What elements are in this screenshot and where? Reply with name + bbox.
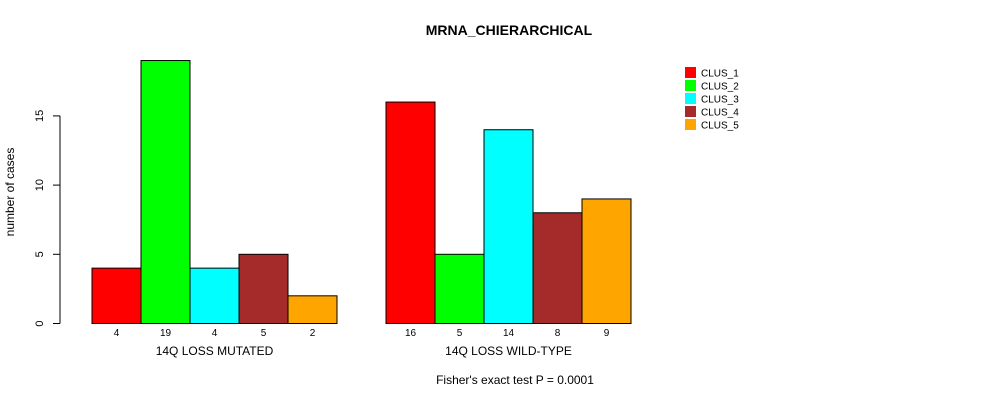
bar-clus-3 [483, 129, 534, 324]
bar-count-label: 2 [310, 328, 316, 339]
y-tick-label: 10 [34, 179, 46, 191]
legend-label: CLUS_1 [701, 69, 739, 80]
bar-clus-1 [385, 101, 436, 324]
legend: CLUS_1 CLUS_2 CLUS_3 CLUS_4 CLUS_5 [685, 67, 739, 132]
legend-swatch [685, 119, 696, 130]
chart-title: MRNA_CHIERARCHICAL [426, 22, 593, 38]
legend-swatch [685, 80, 696, 91]
bar-count-label: 19 [160, 328, 172, 339]
bar-count-label: 16 [405, 328, 417, 339]
bar-clus-2 [434, 253, 485, 324]
bar-count-label: 9 [604, 328, 610, 339]
legend-label: CLUS_5 [701, 121, 739, 132]
bar-count-label: 5 [457, 328, 463, 339]
group-label: 14Q LOSS MUTATED [156, 344, 274, 358]
bar-count-label: 8 [555, 328, 561, 339]
bar-clus-5 [581, 198, 632, 324]
group-labels: 14Q LOSS MUTATED 14Q LOSS WILD-TYPE [156, 344, 572, 358]
legend-swatch [685, 106, 696, 117]
bar-count-label: 4 [114, 328, 120, 339]
bar-clus-1 [91, 267, 142, 325]
y-axis-label: number of cases [3, 148, 17, 237]
legend-label: CLUS_3 [701, 95, 739, 106]
y-tick-label: 0 [34, 320, 46, 326]
y-tick-label: 15 [34, 110, 46, 122]
bar-count-label: 14 [503, 328, 515, 339]
bar-clus-2 [140, 60, 191, 324]
bar-count-label: 5 [261, 328, 267, 339]
legend-swatch [685, 67, 696, 78]
bar-clus-4 [532, 212, 583, 324]
legend-swatch [685, 93, 696, 104]
fisher-test-footnote: Fisher's exact test P = 0.0001 [436, 373, 594, 387]
y-axis: 0 5 10 15 [34, 110, 61, 327]
legend-label: CLUS_2 [701, 82, 739, 93]
bars-layer [91, 60, 632, 325]
bar-count-label: 4 [212, 328, 218, 339]
y-tick-label: 5 [34, 251, 46, 257]
group-label: 14Q LOSS WILD-TYPE [445, 344, 572, 358]
legend-label: CLUS_4 [701, 108, 739, 119]
bar-clus-5 [287, 295, 338, 325]
bar-clus-3 [189, 267, 240, 325]
bar-clus-4 [238, 253, 289, 324]
bar-count-labels: 4 19 4 5 2 16 5 14 8 9 [114, 328, 610, 339]
